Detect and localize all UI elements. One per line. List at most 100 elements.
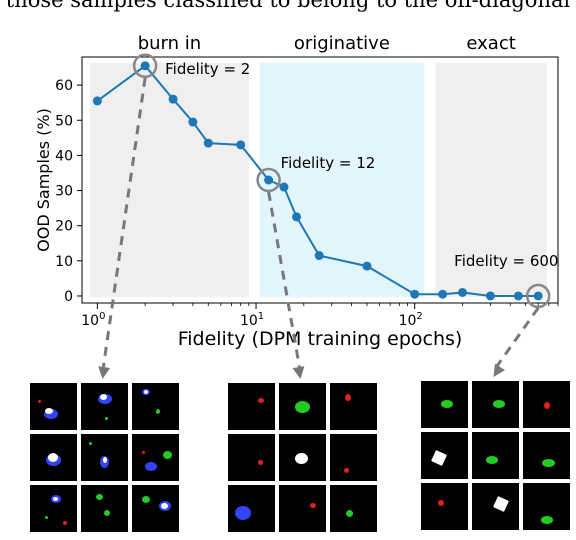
data-point	[362, 261, 372, 271]
data-point	[168, 94, 178, 104]
x-axis-label: Fidelity (DPM training epochs)	[178, 328, 463, 350]
sample-image	[279, 485, 326, 532]
sample-blob	[53, 497, 59, 502]
y-tick-label: 10	[55, 254, 73, 270]
sample-image	[523, 432, 570, 479]
connector-arrowhead	[98, 366, 111, 379]
sample-blob	[44, 516, 48, 520]
sample-blob	[343, 468, 349, 474]
sample-image	[81, 434, 128, 481]
annotation-label: Fidelity = 600	[454, 252, 558, 270]
sample-image	[421, 381, 468, 428]
sample-image	[421, 432, 468, 479]
highlight-circle	[256, 167, 281, 193]
sample-grid-fidelity-2	[30, 383, 179, 532]
sample-blob	[485, 456, 498, 465]
sample-blob	[144, 462, 157, 472]
sample-blob	[144, 390, 149, 395]
highlight-circle	[525, 283, 551, 309]
sample-blob	[63, 520, 68, 525]
sample-blob	[100, 394, 108, 401]
sample-blob	[344, 393, 351, 401]
sample-image	[228, 485, 275, 532]
sample-blob	[540, 515, 553, 524]
sample-blob	[96, 493, 104, 500]
phase-band-originative	[259, 63, 425, 297]
sample-blob	[493, 496, 510, 513]
phase-bands	[90, 63, 547, 297]
sample-blob	[346, 509, 354, 517]
sample-blob	[295, 452, 309, 464]
plot-frame	[81, 56, 559, 304]
sample-image	[30, 485, 77, 532]
sample-image	[228, 383, 275, 430]
sample-blob	[102, 456, 107, 463]
y-tick-label: 30	[55, 184, 73, 200]
x-tick-label: 100	[81, 311, 105, 329]
sample-image	[472, 381, 519, 428]
sample-blob	[437, 499, 444, 506]
sample-image	[421, 483, 468, 530]
sample-image	[279, 434, 326, 481]
sample-image	[472, 483, 519, 530]
connector-arrowhead	[292, 366, 305, 379]
data-point	[279, 182, 289, 192]
sample-image	[132, 383, 179, 430]
sample-blob	[161, 503, 169, 510]
data-point	[264, 175, 274, 185]
y-axis-label: OOD Samples (%)	[34, 108, 53, 252]
sample-image	[30, 434, 77, 481]
sample-blob	[440, 399, 453, 408]
sample-image	[81, 485, 128, 532]
y-tick-label: 40	[55, 148, 73, 164]
data-point	[314, 251, 324, 261]
data-point	[92, 96, 102, 106]
y-tick-label: 20	[55, 219, 73, 235]
sample-image	[330, 434, 377, 481]
sample-blob	[430, 449, 447, 466]
data-point	[533, 291, 543, 301]
data-point	[457, 287, 467, 297]
sample-blob	[88, 441, 92, 445]
y-tick-label: 50	[55, 113, 73, 129]
x-tick-label: 101	[240, 311, 264, 329]
caption-fragment: those samples classified to belong to th…	[6, 0, 571, 12]
phase-band-burn-in	[90, 63, 249, 297]
sample-blob	[105, 416, 109, 420]
sample-blob	[142, 495, 151, 503]
data-point	[292, 212, 302, 222]
sample-blob	[155, 408, 160, 414]
data-point	[236, 140, 246, 150]
data-point	[438, 289, 448, 299]
sample-blob	[103, 510, 110, 517]
phase-label: burn in	[138, 33, 201, 54]
annotation-label: Fidelity = 12	[281, 154, 376, 172]
sample-blob	[44, 408, 59, 419]
sample-blob	[542, 458, 556, 467]
sample-image	[330, 383, 377, 430]
data-point	[410, 289, 420, 299]
y-tick-label: 60	[55, 78, 73, 94]
sample-image	[30, 383, 77, 430]
sample-image	[132, 434, 179, 481]
data-point	[485, 291, 495, 301]
sample-blob	[44, 408, 53, 415]
phase-label: originative	[294, 33, 390, 54]
sample-blob	[310, 502, 317, 508]
sample-image	[279, 383, 326, 430]
sample-blob	[37, 400, 41, 404]
data-point	[203, 138, 213, 148]
annotations: Fidelity = 2 Fidelity = 12 Fidelity = 600	[132, 53, 558, 309]
y-tick-label: 0	[64, 289, 73, 305]
sample-blob	[47, 453, 58, 462]
sample-grid-fidelity-12	[228, 383, 377, 532]
phase-label: exact	[466, 33, 515, 54]
phase-band-exact	[435, 63, 547, 297]
sample-image	[330, 485, 377, 532]
sample-blob	[493, 399, 506, 408]
sample-blob	[257, 398, 264, 404]
sample-image	[523, 483, 570, 530]
data-point	[513, 291, 523, 301]
